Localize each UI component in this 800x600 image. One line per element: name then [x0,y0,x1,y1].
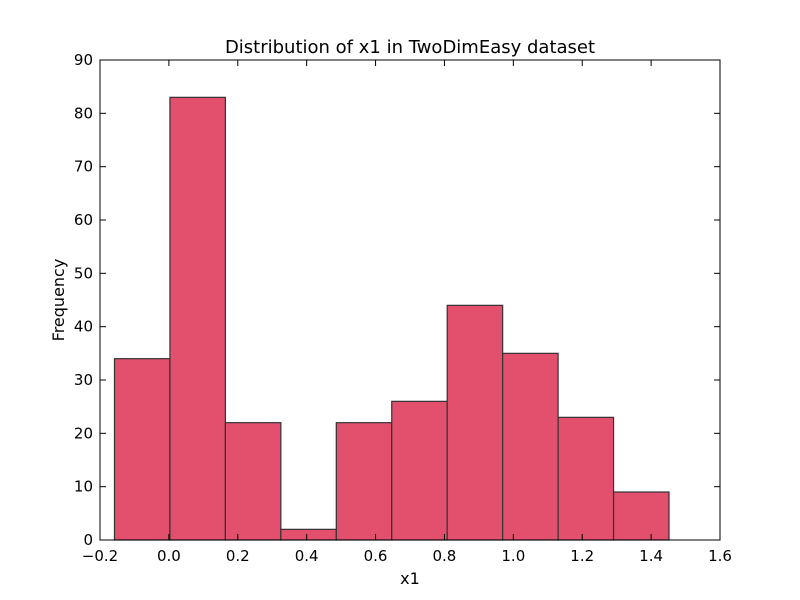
x-tick-label: 1.2 [570,547,594,565]
histogram-bar [113,358,171,541]
y-tick-label: 10 [74,478,93,496]
x-tick-label: 0.4 [295,547,319,565]
y-tick-label: 50 [74,264,93,282]
histogram-bar [557,416,615,541]
y-tick-label: 90 [74,51,93,69]
x-tick-label: 0.6 [364,547,388,565]
bars-group [113,96,670,541]
histogram-bar [391,400,448,541]
y-tick-label: 30 [74,371,93,389]
y-tick-label: 0 [83,531,93,549]
x-tick-label: −0.2 [82,547,118,565]
x-tick-label: 1.6 [708,547,732,565]
histogram-bar [446,304,504,541]
chart-title: Distribution of x1 in TwoDimEasy dataset [225,37,595,58]
x-axis-label: x1 [400,569,420,588]
plot-frame [99,59,721,541]
y-tick-label: 80 [74,104,93,122]
y-axis-label: Frequency [49,259,68,342]
x-axis-ticks: −0.2 0.0 0.2 0.4 0.6 0.8 1.0 1.2 1.4 1.6 [82,60,732,565]
y-tick-label: 20 [74,424,93,442]
y-axis-ticks: 0 10 20 30 40 50 60 70 80 90 [74,51,720,549]
histogram-bar [335,422,393,541]
x-tick-label: 1.0 [501,547,525,565]
y-tick-label: 70 [74,158,93,176]
y-tick-label: 60 [74,211,93,229]
histogram-bar [169,96,226,541]
y-tick-label: 40 [74,318,93,336]
x-tick-label: 0.2 [226,547,250,565]
histogram-bar [280,528,337,541]
histogram-bar [502,352,559,541]
x-tick-label: 0.0 [157,547,181,565]
histogram-bar [612,491,670,541]
x-tick-label: 0.8 [433,547,457,565]
x-tick-label: 1.4 [639,547,663,565]
histogram-bar [224,422,282,541]
